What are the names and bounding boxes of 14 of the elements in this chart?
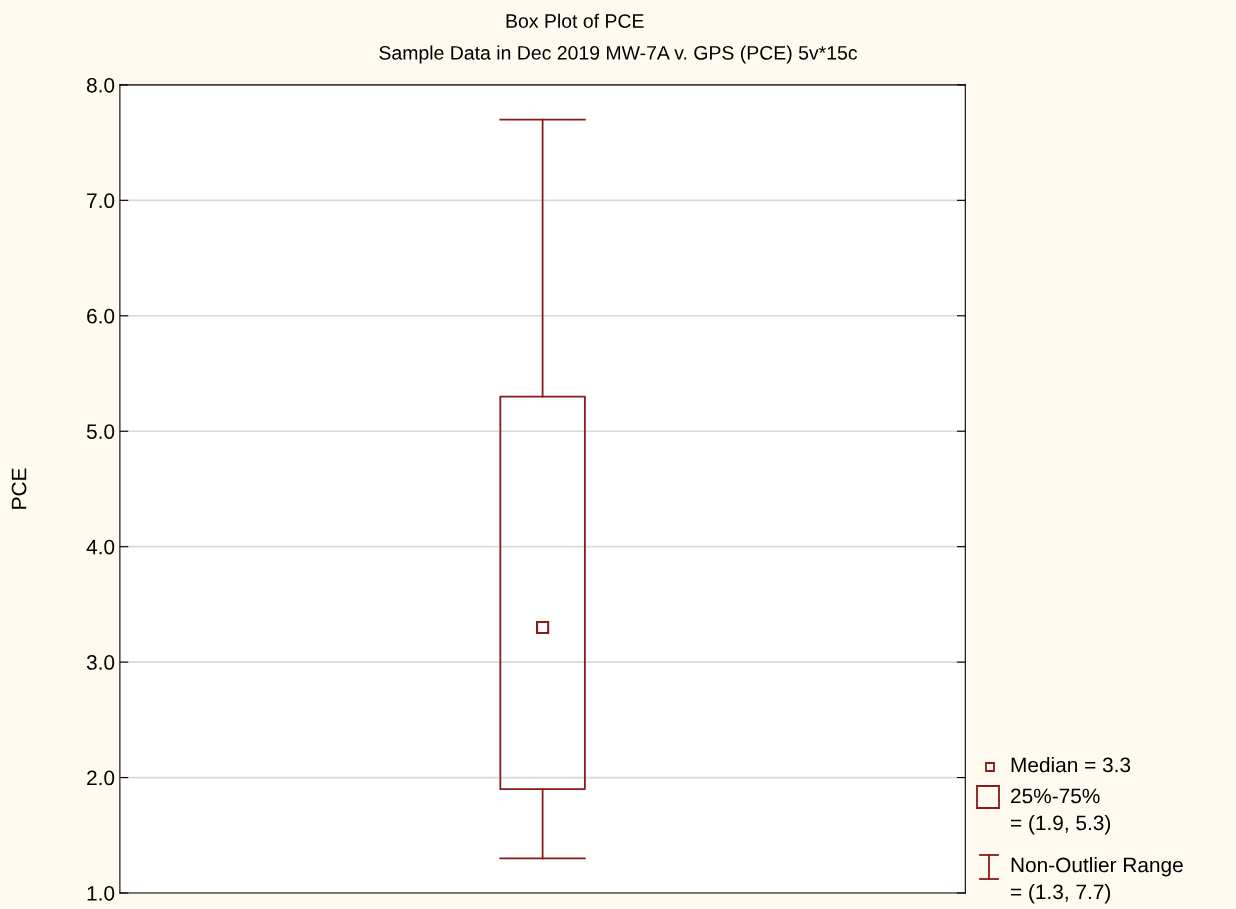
y-tick-label: 3.0 [86, 655, 115, 670]
y-tick-label: 7.0 [87, 193, 115, 209]
y-tick-label: 2.0 [87, 770, 115, 786]
y-tick-label: 1.0 [87, 886, 115, 901]
y-tick-label: 6.0 [87, 308, 115, 324]
y-tick-label: 5.0 [86, 424, 115, 439]
y-tick-label: 8.0 [86, 77, 115, 93]
text: 25%-75% = (1.9, 5.3) [1011, 788, 1111, 835]
text: Median = 3.3 [1011, 757, 1131, 773]
chart-title: Box Plot of PCE [506, 13, 644, 28]
y-tick-label: 4.0 [86, 539, 115, 555]
chart-subtitle: Sample Data in Dec 2019 MW-7A v. GPS (PCE) 5v*15c [379, 45, 858, 64]
text: Non-Outlier Range = (1.3, 7.7) [1011, 857, 1183, 904]
y-axis-title: PCE [11, 468, 27, 509]
